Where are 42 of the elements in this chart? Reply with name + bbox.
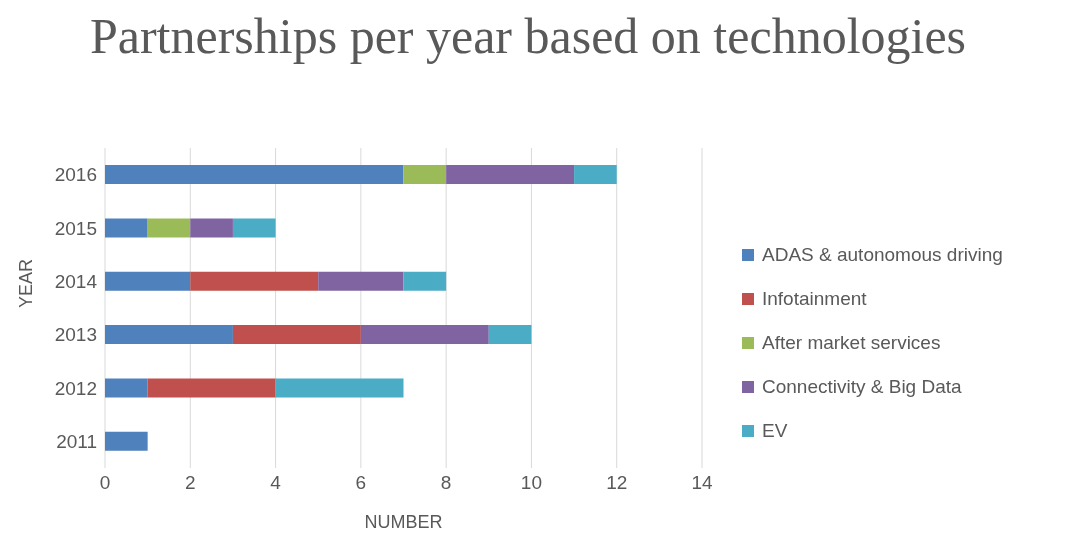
y-tick-label: 2016 bbox=[54, 164, 97, 186]
bar bbox=[360, 325, 489, 345]
x-tick-label: 2 bbox=[185, 472, 196, 494]
chart-title: Partnerships per year based on technologies bbox=[88, 8, 968, 66]
y-tick-label: 2011 bbox=[56, 431, 97, 453]
bar bbox=[147, 218, 191, 238]
legend-label: EV bbox=[762, 420, 788, 442]
bar bbox=[190, 271, 319, 291]
bar bbox=[318, 271, 404, 291]
bar bbox=[232, 325, 361, 345]
legend-label: Infotainment bbox=[762, 288, 867, 310]
bar bbox=[105, 218, 148, 238]
legend-label: ADAS & autonomous driving bbox=[762, 244, 1003, 266]
x-tick-label: 6 bbox=[355, 472, 367, 494]
x-tick-label: 4 bbox=[270, 472, 282, 494]
bar bbox=[105, 165, 404, 185]
x-axis-title: NUMBER bbox=[364, 512, 443, 532]
bar bbox=[403, 165, 447, 185]
x-tick-label: 8 bbox=[440, 472, 452, 494]
bar bbox=[105, 271, 191, 291]
bar bbox=[574, 165, 617, 185]
x-tick-label: 0 bbox=[99, 472, 111, 494]
x-tick-label: 14 bbox=[691, 472, 713, 494]
x-tick-label: 12 bbox=[606, 472, 628, 494]
bar bbox=[105, 431, 148, 451]
x-tick-label: 10 bbox=[520, 472, 542, 494]
bar bbox=[488, 325, 532, 345]
y-axis-title: YEAR bbox=[16, 258, 37, 308]
y-tick-label: 2012 bbox=[54, 377, 97, 399]
bar bbox=[275, 378, 404, 398]
bar bbox=[105, 378, 148, 398]
legend-label: After market services bbox=[762, 332, 941, 354]
y-tick-label: 2015 bbox=[54, 217, 97, 239]
y-tick-label: 2013 bbox=[54, 324, 97, 346]
bar bbox=[403, 271, 447, 291]
y-tick-label: 2014 bbox=[54, 271, 98, 293]
bar bbox=[105, 325, 233, 345]
legend-label: Connectivity & Big Data bbox=[762, 376, 962, 398]
bar bbox=[446, 165, 575, 185]
bar bbox=[232, 218, 276, 238]
bar bbox=[147, 378, 276, 398]
bar bbox=[190, 218, 233, 238]
